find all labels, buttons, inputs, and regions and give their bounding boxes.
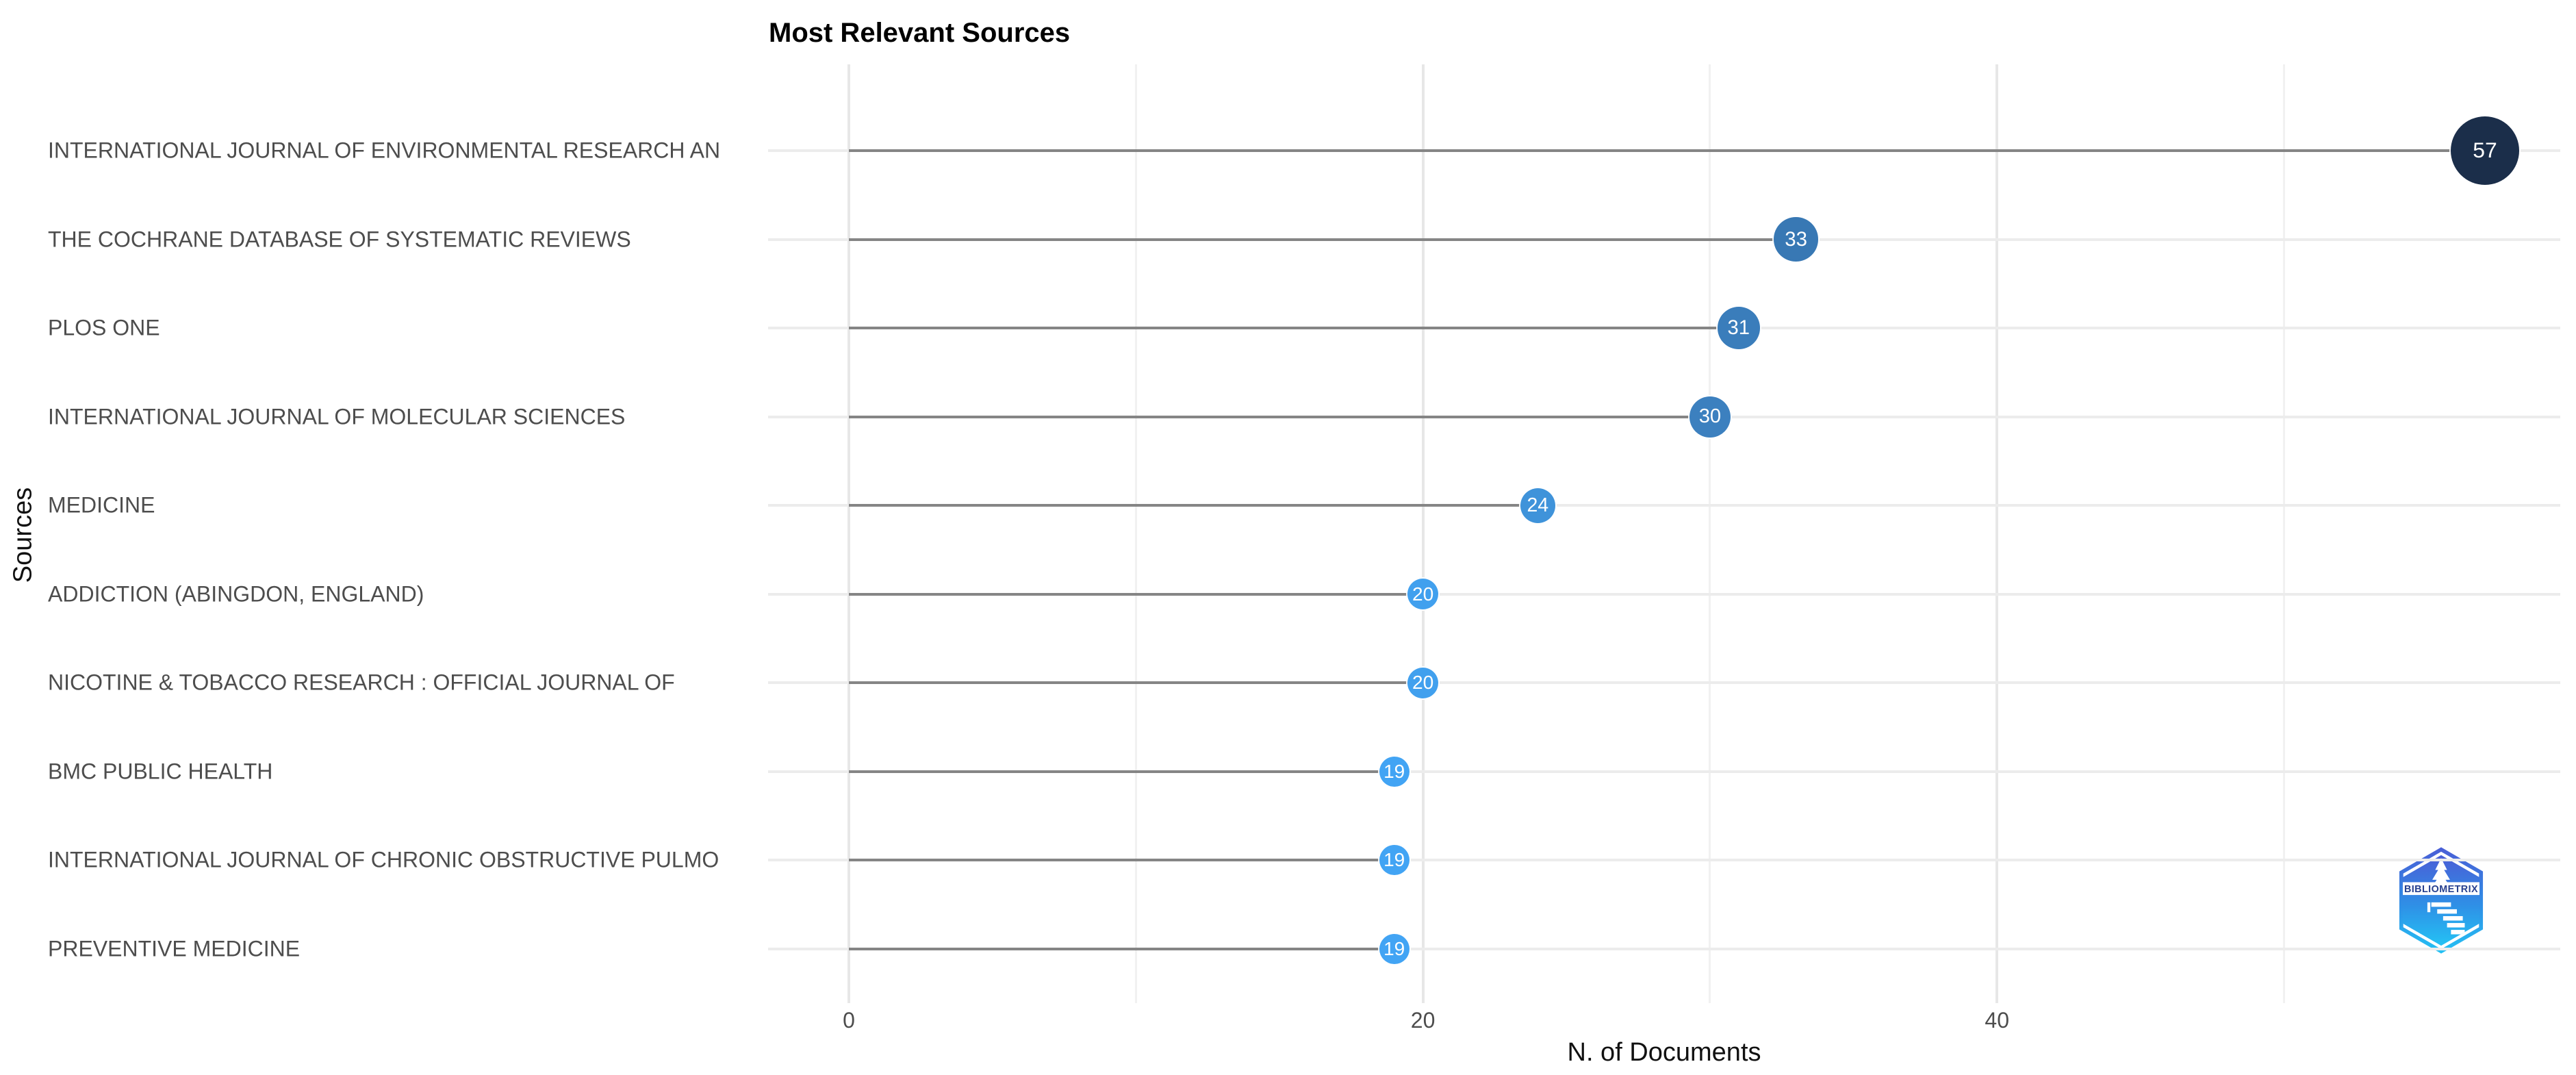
lollipop-stem (849, 681, 1423, 685)
lollipop-stem (849, 238, 1796, 241)
x-axis-tick-label: 20 (1410, 1008, 1436, 1033)
category-label: INTERNATIONAL JOURNAL OF CHRONIC OBSTRUC… (48, 847, 719, 872)
lollipop-stem (849, 415, 1710, 418)
major-gridline (1995, 64, 1999, 1003)
lollipop-stem (849, 504, 1538, 507)
x-axis-tick-label: 0 (843, 1008, 855, 1033)
category-label: PREVENTIVE MEDICINE (48, 936, 301, 961)
y-axis-title: Sources (8, 487, 38, 583)
lollipop-stem (849, 149, 2485, 152)
category-label: MEDICINE (48, 492, 155, 518)
logo-tree-icon (2430, 858, 2452, 890)
x-axis-title: N. of Documents (1567, 1038, 1761, 1067)
logo-stairs-icon (2427, 902, 2465, 935)
row-gridline (768, 770, 2560, 773)
category-label: INTERNATIONAL JOURNAL OF MOLECULAR SCIEN… (48, 404, 626, 429)
minor-gridline (1134, 64, 1137, 1003)
category-label: BMC PUBLIC HEALTH (48, 759, 273, 784)
major-gridline (847, 64, 850, 1003)
major-gridline (1421, 64, 1425, 1003)
bibliometrix-logo: BIBLIOMETRIX (2387, 846, 2495, 954)
category-label: ADDICTION (ABINGDON, ENGLAND) (48, 581, 424, 607)
minor-gridline (1709, 64, 1711, 1003)
data-point[interactable]: 24 (1520, 488, 1555, 523)
row-gridline (768, 681, 2560, 685)
bibliometrix-logo-graphic: BIBLIOMETRIX (2399, 847, 2484, 954)
lollipop-stem (849, 327, 1739, 330)
data-point[interactable]: 57 (2451, 116, 2519, 185)
row-gridline (768, 859, 2560, 862)
data-point[interactable]: 33 (1774, 217, 1818, 262)
category-label: INTERNATIONAL JOURNAL OF ENVIRONMENTAL R… (48, 138, 721, 163)
lollipop-stem (849, 947, 1394, 950)
lollipop-stem (849, 859, 1394, 862)
data-point[interactable]: 30 (1689, 396, 1731, 438)
category-label: NICOTINE & TOBACCO RESEARCH : OFFICIAL J… (48, 670, 675, 695)
category-label: THE COCHRANE DATABASE OF SYSTEMATIC REVI… (48, 227, 631, 252)
data-point[interactable]: 20 (1407, 579, 1439, 610)
category-label: PLOS ONE (48, 315, 160, 340)
data-point[interactable]: 31 (1718, 307, 1760, 349)
logo-wordmark: BIBLIOMETRIX (2404, 884, 2478, 895)
minor-gridline (2283, 64, 2285, 1003)
row-gridline (768, 947, 2560, 950)
data-point[interactable]: 19 (1379, 756, 1410, 787)
row-gridline (768, 592, 2560, 596)
chart-title: Most Relevant Sources (769, 18, 1071, 48)
x-axis-tick-label: 40 (1985, 1008, 2009, 1033)
lollipop-stem (849, 592, 1423, 596)
row-gridline (768, 504, 2560, 507)
lollipop-stem (849, 770, 1394, 773)
data-point[interactable]: 20 (1407, 667, 1439, 699)
data-point[interactable]: 19 (1379, 845, 1410, 876)
data-point[interactable]: 19 (1379, 933, 1410, 964)
